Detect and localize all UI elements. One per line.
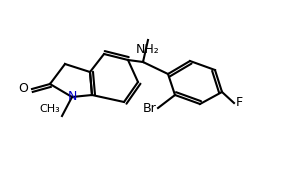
Text: N: N <box>67 89 77 103</box>
Text: NH₂: NH₂ <box>136 43 160 56</box>
Text: F: F <box>236 97 243 109</box>
Text: Br: Br <box>142 102 156 114</box>
Text: CH₃: CH₃ <box>39 104 60 114</box>
Text: O: O <box>18 83 28 95</box>
